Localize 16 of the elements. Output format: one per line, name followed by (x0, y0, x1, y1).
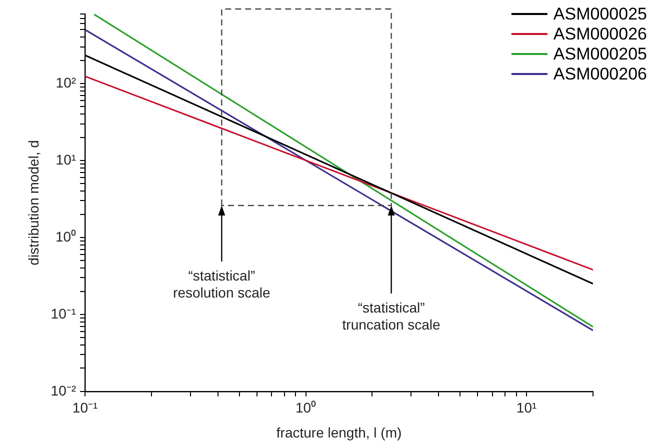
annotation: “statistical” truncation scale (342, 299, 441, 332)
y-tick-label: 10⁻¹ (50, 305, 76, 322)
legend-label: ASM000206 (553, 64, 648, 84)
y-tick-label: 10² (56, 74, 76, 90)
annotation: “statistical” resolution scale (173, 267, 271, 300)
y-axis-title: distribution model, d (25, 140, 42, 266)
x-tick-label: 10⁻¹ (72, 400, 98, 416)
legend-label: ASM000026 (553, 24, 648, 44)
y-tick-label: 10⁰ (55, 228, 76, 244)
x-tick-label: 10¹ (516, 400, 537, 416)
y-tick-label: 10¹ (56, 151, 76, 168)
legend-label: ASM000025 (553, 4, 648, 24)
legend-label: ASM000205 (553, 44, 648, 64)
x-axis-title: fracture length, l (m) (276, 424, 402, 440)
y-tick-label: 10⁻² (50, 382, 76, 398)
x-tick-label: 10⁰ (296, 400, 316, 416)
